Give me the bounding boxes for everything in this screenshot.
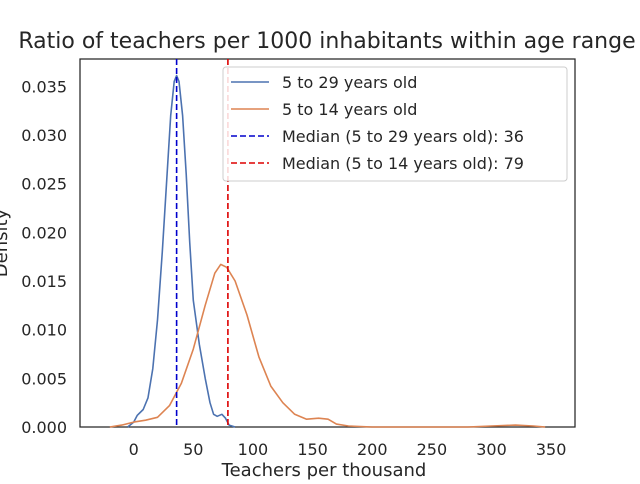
y-tick-label: 0.020: [21, 223, 67, 242]
series-line-2: [109, 263, 546, 428]
series-layer: [109, 74, 546, 428]
y-tick-label: 0.005: [21, 369, 67, 388]
x-tick-label: 300: [476, 440, 507, 459]
legend: 5 to 29 years old 5 to 14 years old Median…: [222, 66, 568, 182]
y-axis-label: Density: [0, 208, 12, 277]
chart-title: Ratio of teachers per 1000 inhabitants w…: [18, 29, 635, 54]
x-tick-label: 150: [297, 440, 328, 459]
x-tick-label: 0: [129, 440, 139, 459]
y-axis-ticks: 0.000 0.005 0.010 0.015 0.020 0.025 0.030 0.035: [21, 77, 67, 437]
y-tick-label: 0.035: [21, 77, 67, 96]
x-tick-label: 50: [183, 440, 203, 459]
x-tick-label: 350: [536, 440, 567, 459]
legend-box: [222, 66, 568, 182]
legend-label-1: 5 to 29 years old: [282, 73, 417, 92]
legend-label-2: 5 to 14 years old: [282, 100, 417, 119]
reference-lines-layer: [175, 59, 229, 427]
series-line-1: [127, 74, 236, 428]
x-tick-label: 250: [417, 440, 448, 459]
y-tick-label: 0.015: [21, 272, 67, 291]
legend-label-3: Median (5 to 29 years old): 36: [282, 127, 524, 146]
legend-label-4: Median (5 to 14 years old): 79: [282, 154, 524, 173]
x-axis-ticks: 0 50 100 150 200 250 300 350: [129, 440, 567, 459]
y-tick-label: 0.030: [21, 126, 67, 145]
x-tick-label: 200: [357, 440, 388, 459]
y-tick-label: 0.025: [21, 175, 67, 194]
x-tick-label: 100: [238, 440, 269, 459]
y-tick-label: 0.000: [21, 418, 67, 437]
y-tick-label: 0.010: [21, 321, 67, 340]
x-axis-label: Teachers per thousand: [221, 460, 427, 480]
